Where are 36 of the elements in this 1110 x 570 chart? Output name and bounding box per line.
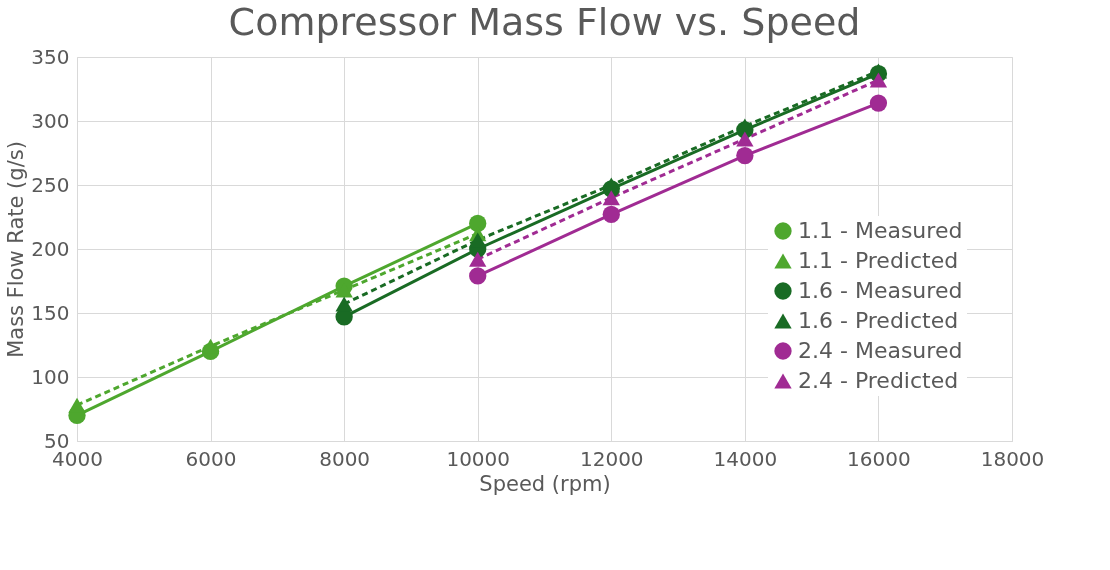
x-tick-label: 10000 [446,446,511,471]
y-tick-label: 50 [44,428,70,453]
point [469,232,487,248]
point [469,267,487,285]
x-tick-label: 8000 [319,446,371,471]
legend-label: 1.6 - Predicted [798,308,959,333]
y-tick-label: 100 [31,364,70,389]
point [469,214,487,233]
point [335,296,353,312]
y-tick-label: 150 [31,300,70,325]
x-tick-label: 14000 [713,446,778,471]
y-axis-title: Mass Flow Rate (g/s) [4,141,29,358]
y-tick-label: 350 [31,44,70,69]
point [869,94,888,112]
point [68,397,86,413]
y-tick-label: 300 [31,108,70,133]
point [602,205,620,224]
legend-label: 1.6 - Measured [798,278,963,303]
y-tick-label: 250 [31,172,70,197]
legend-label: 2.4 - Measured [798,338,963,363]
point [201,338,220,354]
point [869,72,888,88]
x-tick-label: 16000 [847,446,911,471]
point [469,251,487,267]
legend-label: 1.1 - Predicted [798,248,959,273]
legend-label: 1.1 - Measured [798,218,963,243]
y-tick-label: 200 [31,236,70,261]
point [602,190,620,206]
x-tick-label: 6000 [185,446,237,471]
x-axis-title: Speed (rpm) [479,471,611,496]
point [736,146,754,165]
x-tick-label: 18000 [980,446,1045,471]
legend-label: 2.4 - Predicted [798,368,959,393]
point [736,131,754,147]
x-tick-label: 12000 [579,446,644,471]
chart-title: Compressor Mass Flow vs. Speed [228,0,861,44]
